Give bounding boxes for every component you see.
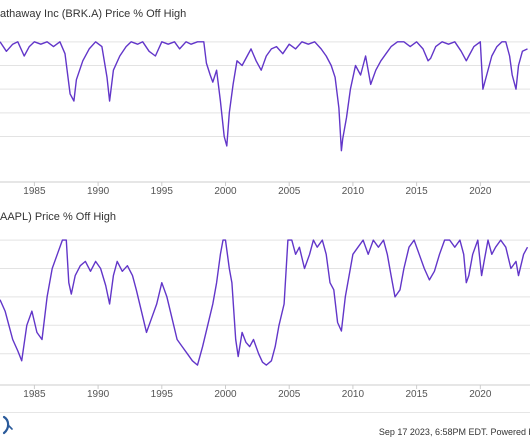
x-tick-label: 2000 (214, 186, 237, 197)
series-line (0, 41, 528, 152)
x-tick-label: 2005 (278, 389, 301, 400)
chart-plot: 1985 1990 1995 2000 2005 2010 2015 2020 (0, 41, 530, 197)
x-tick-label: 1990 (87, 389, 110, 400)
x-tick-label: 2010 (342, 389, 365, 400)
x-tick-label: 2020 (469, 389, 492, 400)
footer-attribution: Sep 17 2023, 6:58PM EDT. Powered by (378, 427, 530, 437)
chart-title: AAPL) Price % Off High (0, 211, 116, 223)
x-tick-label: 1985 (23, 389, 46, 400)
chart-panel-brka: athaway Inc (BRK.A) Price % Off High 198… (0, 0, 530, 215)
footer-divider (0, 412, 530, 413)
x-tick-label: 2000 (214, 389, 237, 400)
x-tick-label: 2010 (342, 186, 365, 197)
chart-panel-aapl: AAPL) Price % Off High 1985 1990 1995 2000 2… (0, 203, 530, 418)
x-tick-label: 2015 (405, 389, 428, 400)
x-tick-label: 2015 (405, 186, 428, 197)
x-tick-label: 1995 (151, 389, 174, 400)
x-tick-label: 1985 (23, 186, 46, 197)
x-tick-label: 1995 (151, 186, 174, 197)
x-tick-label: 1990 (87, 186, 110, 197)
ycharts-logo-icon (2, 415, 13, 435)
series-line (0, 239, 529, 366)
x-tick-label: 2005 (278, 186, 301, 197)
chart-plot: 1985 1990 1995 2000 2005 2010 2015 2020 (0, 239, 530, 400)
chart-title: athaway Inc (BRK.A) Price % Off High (0, 8, 187, 20)
x-tick-label: 2020 (469, 186, 492, 197)
